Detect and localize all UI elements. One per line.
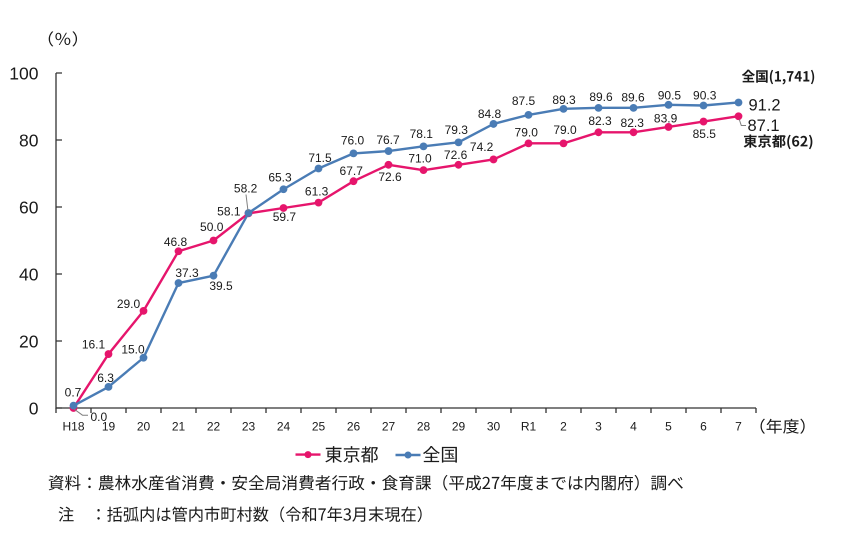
svg-text:29: 29 (452, 420, 466, 434)
svg-text:79.3: 79.3 (445, 123, 469, 137)
svg-text:0.7: 0.7 (65, 386, 82, 400)
svg-text:76.7: 76.7 (376, 133, 400, 147)
svg-text:29.0: 29.0 (117, 297, 141, 311)
svg-text:83.9: 83.9 (654, 112, 678, 126)
svg-text:84.8: 84.8 (478, 107, 502, 121)
svg-text:26: 26 (347, 420, 361, 434)
svg-text:61.3: 61.3 (305, 185, 329, 199)
svg-text:23: 23 (242, 420, 256, 434)
svg-text:2: 2 (560, 420, 567, 434)
svg-text:82.3: 82.3 (621, 116, 645, 130)
svg-text:89.3: 89.3 (552, 93, 576, 107)
svg-text:6: 6 (700, 420, 707, 434)
svg-text:0.0: 0.0 (91, 410, 108, 424)
svg-text:21: 21 (172, 420, 186, 434)
svg-text:40: 40 (19, 265, 39, 285)
svg-text:80: 80 (19, 131, 39, 151)
svg-text:87.1: 87.1 (748, 117, 780, 135)
svg-text:78.1: 78.1 (410, 127, 434, 141)
svg-text:16.1: 16.1 (82, 338, 106, 352)
svg-text:72.6: 72.6 (444, 148, 468, 162)
svg-text:19: 19 (102, 420, 116, 434)
svg-text:67.7: 67.7 (340, 164, 364, 178)
svg-text:71.5: 71.5 (308, 151, 332, 165)
svg-text:H18: H18 (62, 420, 84, 434)
svg-text:71.0: 71.0 (408, 152, 432, 166)
svg-text:30: 30 (487, 420, 501, 434)
svg-text:89.6: 89.6 (621, 90, 645, 104)
svg-text:90.3: 90.3 (693, 89, 717, 103)
svg-text:100: 100 (9, 64, 38, 84)
svg-text:4: 4 (630, 420, 637, 434)
svg-text:5: 5 (665, 420, 672, 434)
svg-text:85.5: 85.5 (693, 127, 717, 141)
svg-text:50.0: 50.0 (200, 220, 224, 234)
svg-text:58.2: 58.2 (234, 182, 258, 196)
svg-text:46.8: 46.8 (164, 235, 188, 249)
svg-text:79.0: 79.0 (553, 123, 577, 137)
svg-text:6.3: 6.3 (97, 371, 114, 385)
svg-text:15.0: 15.0 (121, 343, 145, 357)
svg-text:91.2: 91.2 (749, 96, 781, 114)
svg-text:76.0: 76.0 (341, 134, 365, 148)
svg-text:79.0: 79.0 (515, 126, 539, 140)
svg-text:3: 3 (595, 420, 602, 434)
svg-text:89.6: 89.6 (589, 90, 613, 104)
svg-text:74.2: 74.2 (470, 140, 494, 154)
svg-text:82.3: 82.3 (588, 114, 612, 128)
svg-text:59.7: 59.7 (273, 210, 297, 224)
svg-text:28: 28 (417, 420, 431, 434)
svg-text:58.1: 58.1 (217, 205, 241, 219)
svg-text:22: 22 (207, 420, 221, 434)
svg-text:60: 60 (19, 198, 39, 218)
svg-text:24: 24 (277, 420, 291, 434)
svg-text:25: 25 (312, 420, 326, 434)
svg-text:90.5: 90.5 (658, 89, 682, 103)
svg-text:R1: R1 (521, 420, 537, 434)
svg-text:20: 20 (137, 420, 151, 434)
svg-text:20: 20 (19, 332, 39, 352)
svg-text:27: 27 (382, 420, 396, 434)
svg-text:0: 0 (29, 399, 39, 419)
svg-text:7: 7 (735, 420, 742, 434)
svg-text:37.3: 37.3 (175, 266, 199, 280)
svg-text:65.3: 65.3 (268, 171, 292, 185)
svg-text:72.6: 72.6 (378, 170, 402, 184)
svg-text:87.5: 87.5 (512, 94, 536, 108)
svg-text:39.5: 39.5 (209, 279, 233, 293)
